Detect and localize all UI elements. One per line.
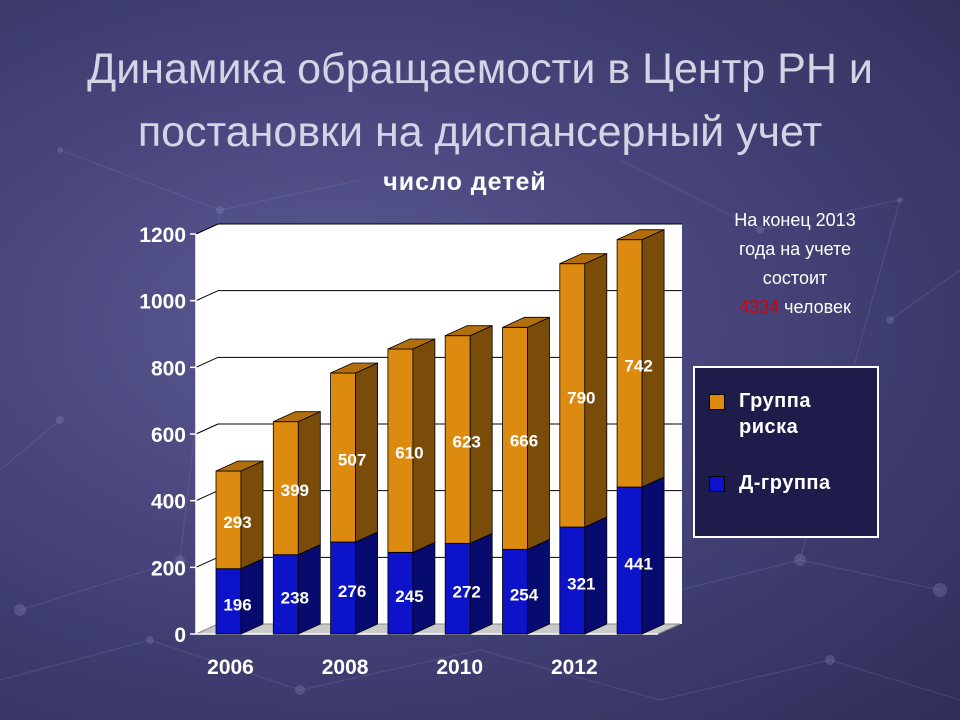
bar-d-group-2013-front <box>616 486 643 635</box>
note-line-3: состоит <box>762 268 828 288</box>
bar-risk-group-2012-top <box>559 253 607 265</box>
y-tick-label: 0 <box>174 624 186 647</box>
chart-title: число детей <box>383 168 547 196</box>
data-label-risk-group-2013: 742 <box>624 356 652 375</box>
note-line-4: 4334 человек <box>705 293 885 322</box>
bar-risk-group-2008-front <box>330 372 357 543</box>
y-tick-label: 200 <box>151 557 186 580</box>
data-label-d-group-2008: 276 <box>338 582 366 601</box>
legend-swatch-risk-group <box>709 394 725 410</box>
y-tick-label: 1000 <box>139 291 186 314</box>
legend-label-d-group: Д-группа <box>739 472 831 494</box>
gridline-side <box>195 556 219 568</box>
slide-title: Динамика обращаемости в Центр РН и поста… <box>20 38 940 164</box>
slide-title-line-1: Динамика обращаемости в Центр РН и <box>87 45 873 93</box>
bar-d-group-2010-front <box>444 542 471 635</box>
gridline-side <box>195 356 219 368</box>
data-label-d-group-2009: 245 <box>395 587 423 606</box>
y-tick-label: 1200 <box>139 224 186 247</box>
bar-risk-group-2006-top <box>215 460 264 472</box>
bar-risk-group-2008-top <box>330 362 378 374</box>
slide-title-line-2: постановки на диспансерный учет <box>137 108 823 156</box>
note-line-2: года на учете <box>738 239 852 259</box>
gridline-side <box>195 223 219 235</box>
bar-risk-group-2009-front <box>387 348 414 553</box>
bar-risk-group-2013-front <box>616 239 643 488</box>
bar-d-group-2008-front <box>330 541 357 635</box>
data-label-d-group-2011: 254 <box>510 586 539 605</box>
data-label-d-group-2010: 272 <box>453 583 481 602</box>
x-tick-label: 2010 <box>436 656 483 679</box>
bar-risk-group-2013-top <box>616 229 665 241</box>
data-label-risk-group-2006: 293 <box>223 513 251 532</box>
bar-risk-group-2010-top <box>445 325 493 337</box>
legend-swatch-d-group <box>709 476 725 492</box>
y-tick-label: 800 <box>151 357 186 380</box>
bar-risk-group-2011-front <box>502 326 528 550</box>
note-total-count: 4334 <box>739 297 780 317</box>
data-label-risk-group-2012: 790 <box>567 388 595 407</box>
gridline-side <box>195 423 219 435</box>
chart-floor <box>195 623 681 635</box>
bar-d-group-2012-front <box>559 526 586 635</box>
y-tick-label: 600 <box>151 424 186 447</box>
data-label-d-group-2006: 196 <box>223 595 251 614</box>
x-tick-label: 2006 <box>207 656 254 679</box>
x-tick-label: 2008 <box>322 656 369 679</box>
gridline-side <box>195 290 219 302</box>
data-label-risk-group-2011: 666 <box>510 431 538 450</box>
data-label-d-group-2013: 441 <box>624 555 652 574</box>
bar-d-group-2007-front <box>272 554 299 635</box>
data-label-risk-group-2010: 623 <box>453 433 481 452</box>
bar-risk-group-2012-front <box>559 263 586 528</box>
data-label-risk-group-2008: 507 <box>338 451 366 470</box>
x-tick-label: 2012 <box>551 656 598 679</box>
registry-note: На конец 2013 года на учете состоит 4334… <box>705 206 885 322</box>
bar-risk-group-2009-top <box>387 338 436 350</box>
y-tick-label: 400 <box>151 491 186 514</box>
data-label-risk-group-2007: 399 <box>281 481 309 500</box>
bar-risk-group-2010-front <box>444 335 471 544</box>
data-label-d-group-2007: 238 <box>281 588 309 607</box>
gridline-side <box>195 490 219 502</box>
bar-risk-group-2007-top <box>273 411 321 423</box>
chart-legend: Группа риска Д-группа <box>693 366 879 538</box>
legend-label-risk-group: Группа риска <box>739 390 811 438</box>
note-line-1: На конец 2013 <box>734 210 856 230</box>
bar-risk-group-2011-top <box>502 316 550 328</box>
data-label-risk-group-2009: 610 <box>395 444 423 463</box>
note-unit: человек <box>779 297 851 317</box>
bar-d-group-2009-front <box>387 551 414 635</box>
data-label-d-group-2012: 321 <box>567 575 595 594</box>
